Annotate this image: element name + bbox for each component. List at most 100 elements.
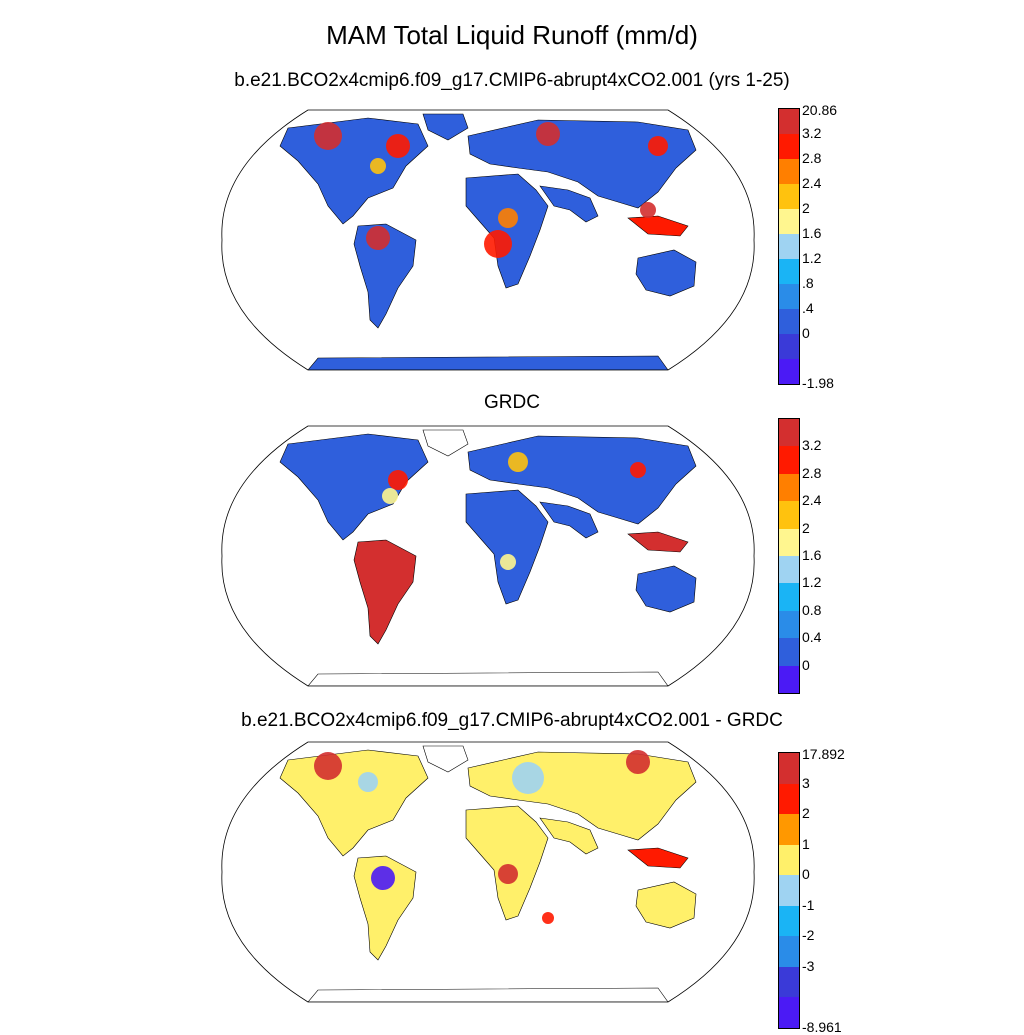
runoff-patch (498, 208, 518, 228)
panel-1-map (221, 109, 755, 371)
colorbar-swatch (779, 259, 799, 284)
colorbar-swatch (779, 814, 799, 845)
colorbar-swatch (779, 528, 799, 556)
runoff-patch (648, 136, 668, 156)
africa-landmass (465, 805, 549, 921)
australia-landmass (635, 249, 697, 297)
colorbar-tick-label: 2.8 (802, 150, 822, 166)
panel-3-map (221, 741, 755, 1003)
colorbar-tick-label: -1 (802, 896, 815, 913)
runoff-patch (498, 864, 518, 884)
colorbar-tick-label: 3.2 (802, 437, 822, 454)
africa-landmass (465, 173, 549, 289)
runoff-patch (371, 866, 395, 890)
colorbar-swatch (779, 665, 799, 693)
colorbar-tick-label: 2 (802, 805, 810, 821)
antarctica-landmass (307, 987, 669, 1002)
colorbar-swatch (779, 184, 799, 209)
colorbar-swatch (779, 583, 799, 611)
colorbar-swatch (779, 905, 799, 936)
maritime-asia-landmass (627, 531, 689, 553)
colorbar-tick-label: 2.4 (802, 492, 822, 509)
colorbar-swatch (779, 209, 799, 234)
colorbar-tick-label: 0 (802, 866, 810, 882)
arabia-india-landmass (539, 501, 599, 539)
colorbar-tick-label: 1.6 (802, 547, 822, 563)
colorbar-swatch (779, 555, 799, 584)
colorbar-swatch (779, 610, 799, 639)
arabia-india-landmass (539, 817, 599, 855)
colorbar-swatch (779, 446, 799, 474)
colorbar-swatch (779, 159, 799, 184)
map-border (221, 109, 755, 371)
colorbar-tick-label: 17.892 (802, 746, 845, 762)
colorbar-tick-label: 1.2 (802, 574, 822, 591)
colorbar-tick-label: 1 (802, 835, 810, 852)
antarctica-landmass (307, 671, 669, 686)
colorbar-swatch (779, 284, 799, 309)
colorbar-tick-label: 0 (802, 325, 810, 341)
colorbar-scale (778, 108, 800, 385)
south-america-landmass (353, 855, 417, 961)
runoff-patch (536, 122, 560, 146)
colorbar-swatch (779, 501, 799, 529)
antarctica-landmass (307, 355, 669, 370)
colorbar-swatch (779, 359, 799, 384)
runoff-patch (626, 750, 650, 774)
colorbar-tick-label: 0 (802, 656, 810, 673)
map-border (221, 425, 755, 687)
runoff-patch (484, 230, 512, 258)
colorbar-tick-label: -1.98 (802, 375, 834, 391)
colorbar-swatch (779, 309, 799, 334)
arabia-india-landmass (539, 185, 599, 223)
colorbar-tick-label: 3 (802, 774, 810, 791)
runoff-patch (630, 462, 646, 478)
south-america-landmass (353, 539, 417, 645)
runoff-patch (388, 470, 408, 490)
australia-landmass (635, 881, 697, 929)
colorbar-swatch (779, 419, 799, 447)
colorbar-swatch (779, 997, 799, 1028)
colorbar-tick-label: 2.8 (802, 464, 822, 481)
panel-2-title: GRDC (484, 392, 540, 413)
runoff-patch (370, 158, 386, 174)
runoff-patch (314, 122, 342, 150)
colorbar-tick-label: 2 (802, 519, 810, 536)
colorbar-tick-label: 3.2 (802, 125, 822, 141)
colorbar-tick-label: .4 (802, 300, 814, 316)
panel-1-title: b.e21.BCO2x4cmip6.f09_g17.CMIP6-abrupt4x… (234, 70, 790, 91)
colorbar-swatch (779, 783, 799, 814)
colorbar-tick-label: 1.6 (802, 225, 822, 241)
maritime-asia-landmass (627, 215, 689, 237)
runoff-patch (386, 134, 410, 158)
colorbar-swatch (779, 473, 799, 502)
runoff-patch (382, 488, 398, 504)
colorbar-swatch (779, 234, 799, 259)
maritime-asia-landmass (627, 847, 689, 869)
colorbar-tick-label: 0.4 (802, 629, 822, 646)
colorbar-swatch (779, 638, 799, 666)
colorbar-swatch (779, 966, 799, 997)
panel-2-map (221, 425, 755, 687)
north-america-landmass (279, 433, 429, 541)
greenland-landmass (422, 745, 469, 773)
colorbar-tick-label: 2 (802, 200, 810, 216)
colorbar-scale (778, 418, 800, 694)
europe-asia-landmass (467, 119, 697, 209)
greenland-landmass (422, 113, 469, 141)
colorbar-swatch (779, 936, 799, 967)
colorbar-swatch (779, 334, 799, 359)
colorbar-tick-label: -2 (802, 927, 815, 943)
australia-landmass (635, 565, 697, 613)
colorbar-tick-label: 2.4 (802, 175, 822, 191)
panel-3-title: b.e21.BCO2x4cmip6.f09_g17.CMIP6-abrupt4x… (241, 710, 783, 731)
colorbar-tick-label: -8.961 (802, 1018, 842, 1035)
runoff-patch (512, 762, 544, 794)
north-america-landmass (279, 749, 429, 857)
colorbar-tick-label: 1.2 (802, 250, 822, 266)
greenland-landmass (422, 429, 469, 457)
map-border (221, 741, 755, 1003)
runoff-patch (542, 912, 554, 924)
colorbar-swatch (779, 875, 799, 906)
runoff-patch (358, 772, 378, 792)
